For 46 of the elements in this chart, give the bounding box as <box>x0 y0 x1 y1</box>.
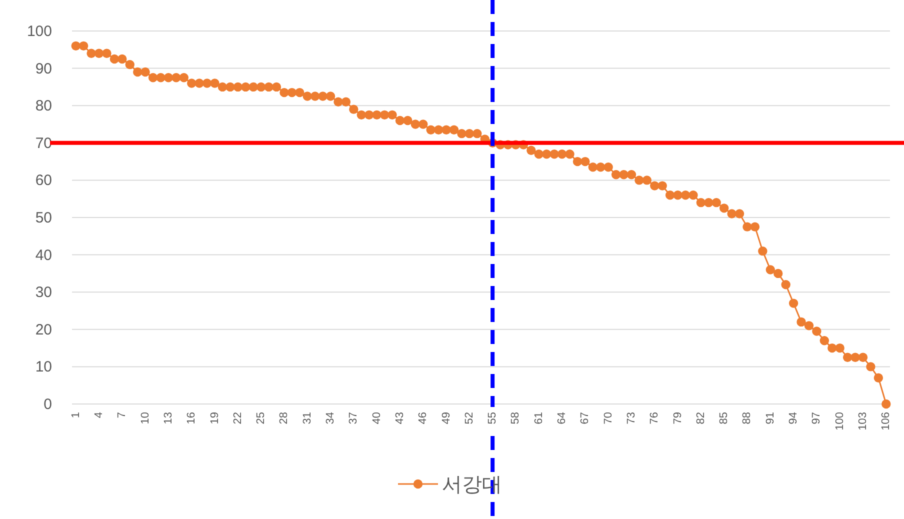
x-tick-label: 64 <box>556 412 568 424</box>
x-tick-label: 103 <box>856 412 869 430</box>
y-tick-label: 50 <box>35 210 52 226</box>
y-tick-label: 30 <box>35 284 52 302</box>
y-tick-label: 10 <box>35 358 52 376</box>
y-tick-label: 90 <box>35 60 52 78</box>
x-tick-label: 22 <box>232 412 244 424</box>
x-tick-label: 43 <box>394 412 406 424</box>
x-tick-label: 10 <box>139 412 152 424</box>
x-tick-label: 79 <box>672 412 684 424</box>
y-tick-label: 100 <box>26 23 52 40</box>
x-tick-label: 70 <box>602 412 614 424</box>
x-tick-label: 34 <box>324 412 337 424</box>
x-tick-label: 16 <box>186 412 198 424</box>
x-tick-label: 88 <box>741 412 754 424</box>
x-tick-label: 46 <box>417 412 430 424</box>
x-tick-label: 73 <box>625 412 638 424</box>
x-tick-label: 7 <box>116 412 128 418</box>
x-tick-label: 67 <box>579 412 592 424</box>
x-tick-label: 31 <box>301 412 314 424</box>
x-tick-label: 97 <box>810 412 823 424</box>
x-tick-label: 49 <box>440 412 452 424</box>
x-tick-label: 91 <box>764 412 776 424</box>
x-tick-label: 94 <box>788 412 800 424</box>
x-tick-label: 52 <box>463 412 476 424</box>
x-tick-label: 76 <box>648 412 661 424</box>
x-tick-label: 4 <box>93 412 106 418</box>
x-tick-label: 37 <box>348 412 360 424</box>
x-tick-label: 25 <box>255 412 268 424</box>
x-tick-label: 13 <box>162 412 174 424</box>
y-tick-label: 40 <box>35 246 52 264</box>
x-tick-label: 28 <box>278 412 290 424</box>
x-tick-label: 1 <box>70 412 82 418</box>
x-tick-label: 40 <box>370 412 383 424</box>
x-tick-label: 85 <box>718 412 730 424</box>
x-tick-label: 58 <box>510 412 522 424</box>
x-tick-label: 82 <box>694 412 707 424</box>
y-tick-label: 0 <box>44 396 52 413</box>
x-tick-label: 19 <box>208 412 221 424</box>
x-tick-label: 55 <box>486 412 499 424</box>
y-tick-label: 60 <box>35 172 52 190</box>
y-tick-label: 20 <box>35 321 52 338</box>
x-tick-label: 61 <box>532 412 545 424</box>
x-tick-label: 106 <box>880 412 892 430</box>
x-tick-label: 100 <box>834 412 846 430</box>
y-tick-label: 80 <box>35 98 52 115</box>
